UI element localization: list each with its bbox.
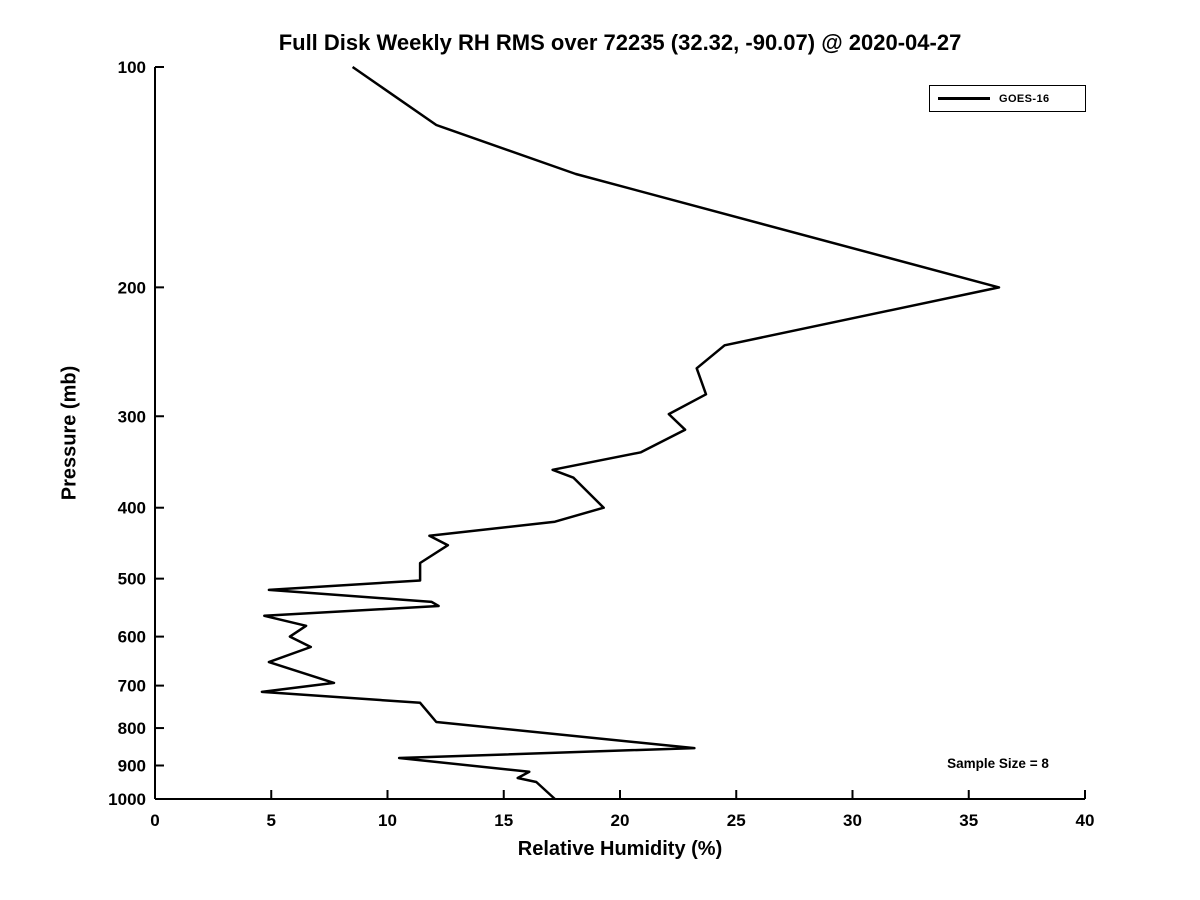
y-tick-label: 600 bbox=[118, 628, 146, 647]
x-tick-label: 40 bbox=[1076, 811, 1095, 830]
y-tick-label: 1000 bbox=[108, 790, 146, 809]
chart-title: Full Disk Weekly RH RMS over 72235 (32.3… bbox=[278, 30, 962, 55]
y-tick-label: 400 bbox=[118, 499, 146, 518]
x-tick-label: 0 bbox=[150, 811, 159, 830]
x-tick-label: 15 bbox=[494, 811, 513, 830]
y-tick-label: 900 bbox=[118, 757, 146, 776]
y-tick-label: 100 bbox=[118, 58, 146, 77]
x-tick-label: 25 bbox=[727, 811, 746, 830]
y-tick-label: 300 bbox=[118, 407, 146, 426]
series-line-goes-16 bbox=[260, 65, 1001, 800]
y-tick-label: 700 bbox=[118, 677, 146, 696]
y-tick-label: 500 bbox=[118, 570, 146, 589]
y-tick-label: 200 bbox=[118, 278, 146, 297]
x-tick-label: 30 bbox=[843, 811, 862, 830]
y-tick-label: 800 bbox=[118, 719, 146, 738]
x-axis-label: Relative Humidity (%) bbox=[517, 838, 723, 860]
x-tick-label: 5 bbox=[267, 811, 276, 830]
legend-line-sample bbox=[938, 97, 990, 100]
sample-size-annotation: Sample Size = 8 bbox=[947, 756, 1049, 771]
x-tick-label: 35 bbox=[959, 811, 978, 830]
x-tick-label: 10 bbox=[378, 811, 397, 830]
legend-label: GOES-16 bbox=[999, 92, 1050, 105]
x-tick-label: 20 bbox=[611, 811, 630, 830]
legend: GOES-16 bbox=[929, 85, 1086, 112]
